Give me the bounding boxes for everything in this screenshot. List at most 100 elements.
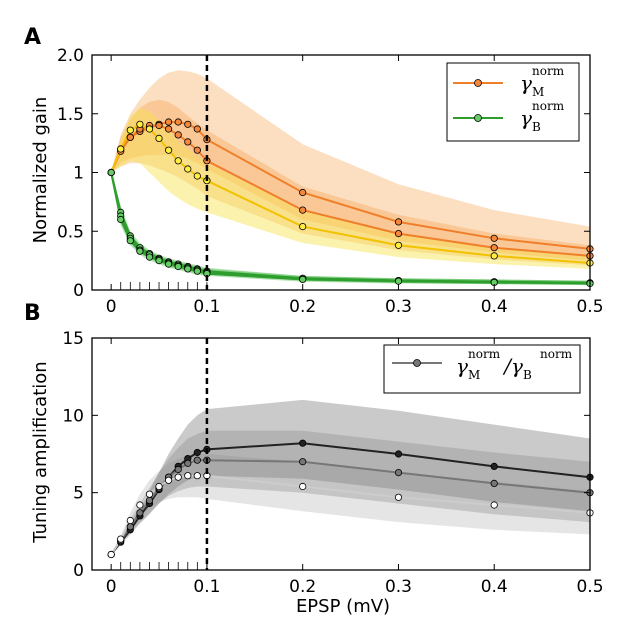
data-point-ratio-mid xyxy=(394,468,403,477)
data-point-gamma_M-lower xyxy=(490,252,498,260)
legend-sup-gamma-b: norm xyxy=(532,99,565,113)
data-point-gamma_M-upper xyxy=(184,120,192,128)
x-tick-label: 0.2 xyxy=(289,577,316,597)
data-point-gamma_M-middle xyxy=(174,131,182,139)
data-point-ratio-light xyxy=(490,501,498,509)
y-axis-label-a: Normalized gain xyxy=(30,97,51,244)
x-tick-label: 0.4 xyxy=(481,577,508,597)
x-tick-label: 0.5 xyxy=(576,297,603,317)
markers-a xyxy=(107,118,594,288)
data-point-gamma_M-upper xyxy=(193,125,201,133)
data-point-gamma_M-upper xyxy=(299,188,307,197)
legend-symbol-ratio-b: γ xyxy=(511,354,523,378)
y-tick-label: 10 xyxy=(62,406,84,426)
data-point-ratio-mid xyxy=(145,496,154,504)
y-tick-label: 0 xyxy=(73,281,84,301)
panel-a: A Normalized gain 0 0.1 0.2 0.3 0.4 0.5 0 0.5 1 1… xyxy=(24,25,604,317)
data-point-gamma_B-lower xyxy=(126,237,134,245)
data-point-gamma_M-upper xyxy=(174,118,182,126)
data-point-gamma_B-lower xyxy=(117,215,125,224)
data-point-gamma_B-lower xyxy=(299,275,307,283)
data-point-ratio-light xyxy=(126,516,134,525)
y-tick-label: 0.5 xyxy=(57,222,84,242)
legend-label-ratio: γM/γB xyxy=(456,354,532,382)
data-point-gamma_B-lower xyxy=(136,247,144,255)
legend-box-b xyxy=(383,344,581,394)
band-gamma_M-upper xyxy=(111,70,590,261)
legend-sub-gamma-b: B xyxy=(532,120,541,134)
data-point-ratio-mid xyxy=(184,459,192,467)
data-point-ratio-light xyxy=(145,490,154,498)
data-point-ratio-light xyxy=(174,473,182,481)
data-point-gamma_M-middle xyxy=(165,125,173,133)
y-tick-label: 2.0 xyxy=(57,46,84,66)
x-tick-label: 0 xyxy=(106,577,117,597)
x-axis-label-b: EPSP (mV) xyxy=(296,596,390,617)
data-point-ratio-light xyxy=(184,472,192,480)
x-tick-label: 0.2 xyxy=(289,297,316,317)
x-tick-label: 0.3 xyxy=(385,297,412,317)
legend-a: γM norm γB norm xyxy=(446,62,580,142)
y-axis-label-b: Tuning amplification xyxy=(30,361,51,543)
legend-label-gamma-b: γB xyxy=(520,106,541,134)
data-point-gamma_M-lower xyxy=(174,157,182,165)
data-point-ratio-light xyxy=(136,501,144,509)
x-tick-label: 0.1 xyxy=(193,297,220,317)
data-point-gamma_M-upper xyxy=(394,218,403,226)
x-tick-label: 0.1 xyxy=(193,577,220,597)
data-point-gamma_M-lower xyxy=(193,172,201,180)
x-tick-label: 0 xyxy=(106,297,117,317)
axes-a: 0 0.1 0.2 0.3 0.4 0.5 0 0.5 1 1.5 2.0 xyxy=(57,46,604,317)
data-point-ratio-dark xyxy=(193,448,201,457)
legend-sub-ratio-m: M xyxy=(468,368,480,382)
data-point-gamma_M-middle xyxy=(193,146,201,154)
data-point-gamma_M-lower xyxy=(299,223,307,231)
legend-sub-ratio-b: B xyxy=(523,368,532,382)
legend-marker-ratio xyxy=(413,359,421,367)
plot-frame-b xyxy=(91,337,591,571)
legend-box-a xyxy=(446,62,580,142)
data-point-gamma_B-lower xyxy=(165,260,173,268)
data-point-gamma_M-upper xyxy=(165,118,173,126)
legend-symbol-ratio-m: γ xyxy=(456,354,468,378)
panel-b: B Tuning amplification 0 0.1 0.2 0.3 0.4 0.50… xyxy=(24,301,604,617)
data-point-gamma_M-lower xyxy=(165,146,173,154)
data-point-ratio-mid xyxy=(126,523,134,531)
legend-symbol-gamma-b: γ xyxy=(520,106,532,130)
y-tick-label: 1.5 xyxy=(57,105,84,125)
legend-slash: / xyxy=(502,354,513,378)
data-point-gamma_M-middle xyxy=(490,244,498,252)
data-point-ratio-light xyxy=(165,476,173,484)
data-point-ratio-light xyxy=(193,472,201,480)
data-point-gamma_M-lower xyxy=(126,126,134,134)
data-point-gamma_M-lower xyxy=(145,125,154,133)
x-tick-label: 0.5 xyxy=(576,577,603,597)
data-point-ratio-mid xyxy=(136,509,144,517)
data-point-gamma_B-lower xyxy=(155,256,163,265)
markers-b xyxy=(107,439,594,559)
legend-sup-gamma-m: norm xyxy=(532,64,565,78)
data-point-ratio-mid xyxy=(490,479,498,487)
data-point-gamma_B-lower xyxy=(193,267,201,275)
data-point-ratio-light xyxy=(394,493,403,501)
data-point-ratio-mid xyxy=(193,456,201,464)
data-point-gamma_M-upper xyxy=(490,234,498,242)
data-point-ratio-light xyxy=(107,550,115,559)
data-point-ratio-dark xyxy=(394,450,403,458)
y-tick-label: 5 xyxy=(73,484,84,504)
y-tick-label: 15 xyxy=(62,329,84,349)
legend-sub-gamma-m: M xyxy=(532,85,544,99)
axes-b: 0 0.1 0.2 0.3 0.4 0.5 0 5 10 15 xyxy=(62,329,603,597)
legend-sup-ratio-m: norm xyxy=(468,347,501,361)
legend-marker-gamma-b xyxy=(474,114,482,122)
x-tick-label: 0.3 xyxy=(385,577,412,597)
data-point-ratio-mid xyxy=(174,465,182,474)
data-point-gamma_M-lower xyxy=(394,241,403,249)
legend-label-gamma-m: γM xyxy=(520,71,544,99)
data-point-gamma_B-lower xyxy=(107,168,115,177)
data-point-gamma_M-middle xyxy=(394,230,403,238)
band-ratio-dark xyxy=(111,399,590,555)
legend-sup-ratio-b: norm xyxy=(540,347,573,361)
legend-symbol-gamma-m: γ xyxy=(520,71,532,95)
